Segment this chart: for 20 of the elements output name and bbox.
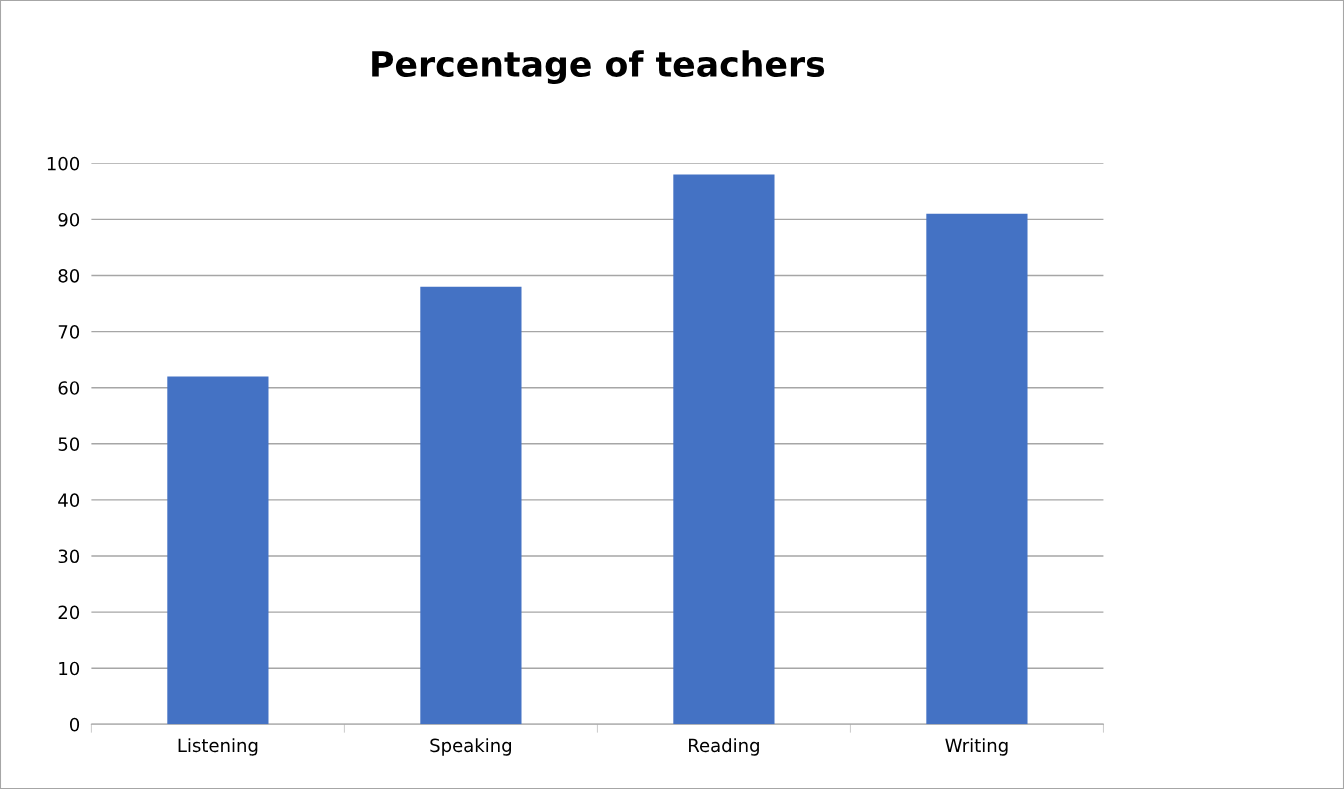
x-tick-label: Speaking [430, 738, 511, 756]
bar [167, 376, 269, 725]
y-tick-label: 10 [59, 661, 80, 676]
x-tick-label: Listening [178, 738, 258, 756]
y-tick-label: 20 [58, 605, 80, 620]
y-tick-label: 60 [58, 381, 80, 395]
y-tick-label: 30 [58, 549, 80, 564]
bar [420, 286, 522, 725]
bar [926, 213, 1028, 725]
y-tick-label: 90 [58, 212, 80, 227]
y-tick-label: 0 [69, 717, 80, 732]
y-tick-label: 70 [58, 325, 80, 339]
chart-title: Percentage of teachers [372, 50, 825, 84]
x-tick-label: Writing [945, 738, 1008, 756]
y-tick-label: 50 [58, 437, 80, 451]
bar [673, 174, 775, 725]
y-tick-label: 100 [47, 156, 80, 171]
y-tick-label: 40 [58, 493, 80, 508]
y-tick-label: 80 [58, 268, 80, 283]
x-tick-label: Reading [689, 738, 759, 756]
